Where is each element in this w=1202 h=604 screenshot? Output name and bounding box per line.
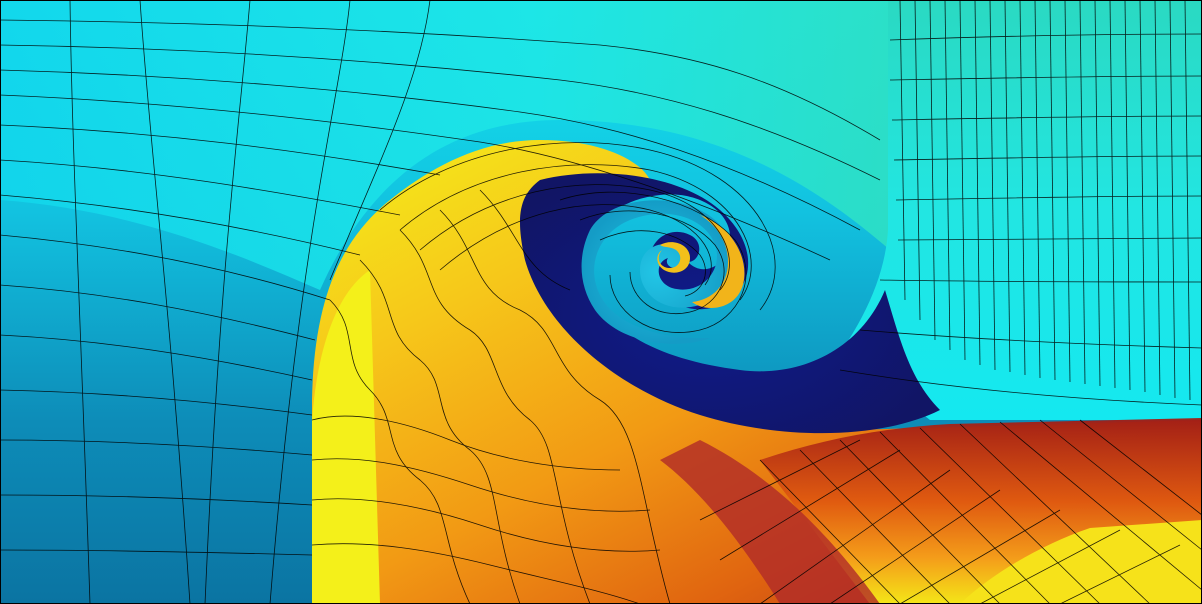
upper-region bbox=[0, 0, 890, 290]
navy-spiral-arm bbox=[520, 173, 940, 434]
vortex-core bbox=[581, 200, 733, 344]
yellow-left-strip bbox=[312, 270, 380, 604]
amber-spiral-band bbox=[692, 215, 745, 308]
yellow-inner-spiral bbox=[657, 242, 690, 273]
dark-red-diagonal bbox=[660, 440, 880, 604]
right-region bbox=[820, 0, 1202, 420]
